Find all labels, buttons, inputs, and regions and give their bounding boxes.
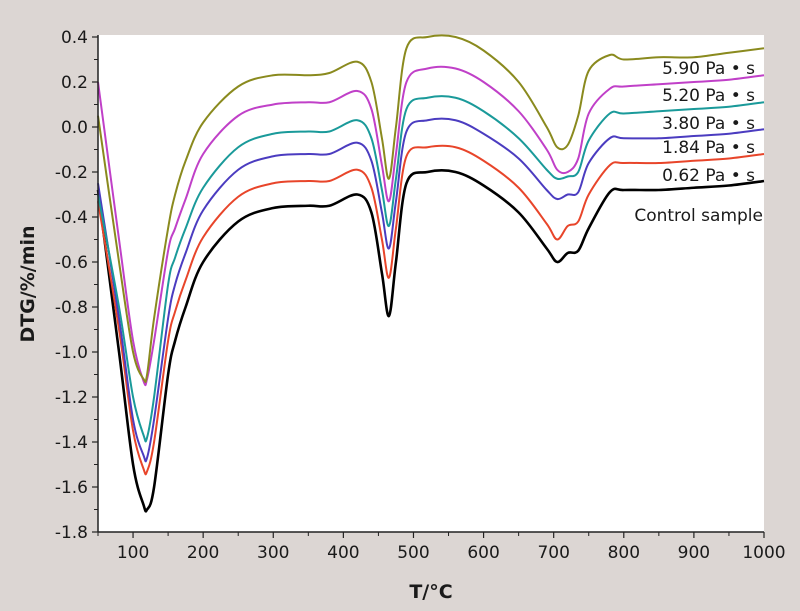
y-tick-label: -0.6 (55, 253, 88, 273)
y-tick-label: -0.4 (55, 208, 88, 228)
y-tick-label: -1.8 (55, 523, 88, 543)
x-tick-label: 900 (678, 543, 710, 563)
x-tick-label: 100 (117, 543, 149, 563)
series-line-1 (97, 144, 765, 476)
x-tick-label: 600 (467, 543, 499, 563)
y-axis-title: DTG/%/min (17, 225, 39, 342)
x-tick-label: 800 (608, 543, 640, 563)
y-tick-label: 0.2 (61, 73, 88, 93)
y-tick-label: -0.2 (55, 163, 88, 183)
series-line-2 (97, 117, 765, 463)
y-tick-label: 0.4 (61, 28, 88, 48)
x-tick-label: 300 (257, 543, 289, 563)
series-line-3 (97, 95, 765, 443)
x-tick-label: 1000 (742, 543, 785, 563)
y-tick-label: -1.4 (55, 433, 88, 453)
x-tick-label: 200 (187, 543, 219, 563)
series-label: 0.62 Pa • s (662, 166, 755, 186)
series-label: Control sample (634, 206, 763, 226)
series-line-4 (97, 65, 765, 387)
y-tick-label: 0.0 (61, 118, 88, 138)
y-tick-label: -0.8 (55, 298, 88, 318)
series-label: 3.80 Pa • s (662, 114, 755, 134)
series-label: 1.84 Pa • s (662, 138, 755, 158)
y-tick-label: -1.2 (55, 388, 88, 408)
y-tick-label: -1.6 (55, 478, 88, 498)
x-axis-title: T/°C (409, 581, 452, 603)
x-tick-label: 700 (537, 543, 569, 563)
x-tick-label: 400 (327, 543, 359, 563)
series-label: 5.90 Pa • s (662, 59, 755, 79)
series-line-0 (96, 169, 765, 513)
series-line-5 (97, 34, 765, 383)
y-tick-label: -1.0 (55, 343, 88, 363)
x-tick-label: 500 (397, 543, 429, 563)
series-label: 5.20 Pa • s (662, 86, 755, 106)
plot-area (98, 35, 764, 532)
